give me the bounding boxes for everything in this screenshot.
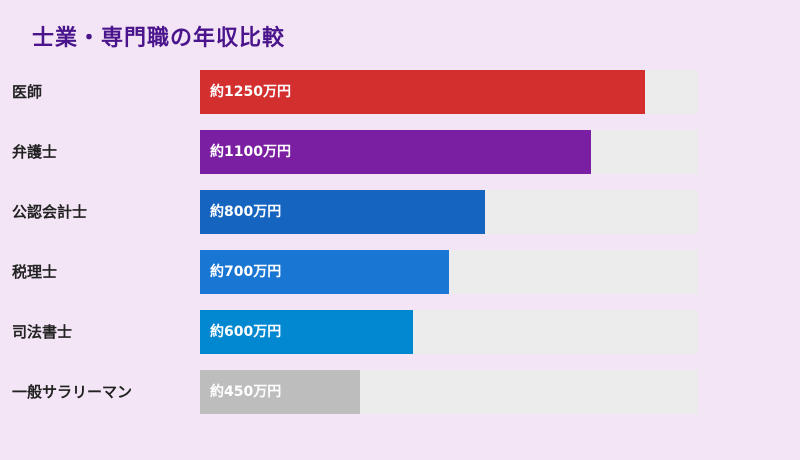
bar-row: 税理士 約700万円 [0, 250, 800, 294]
data-label: 約1250万円 [210, 84, 291, 100]
bar: 約800万円 [200, 190, 485, 234]
category-label: 公認会計士 [12, 203, 88, 221]
bar: 約700万円 [200, 250, 449, 294]
bar: 約450万円 [200, 370, 361, 414]
bar-track: 約800万円 [200, 190, 698, 234]
bar-row: 公認会計士 約800万円 [0, 190, 800, 234]
data-label: 約700万円 [210, 264, 282, 280]
data-label: 約800万円 [210, 204, 282, 220]
data-label: 約450万円 [210, 384, 282, 400]
data-label: 約600万円 [210, 324, 282, 340]
bar-row: 一般サラリーマン 約450万円 [0, 370, 800, 414]
category-label: 医師 [12, 83, 43, 101]
data-label: 約1100万円 [210, 144, 291, 160]
bar: 約600万円 [200, 310, 414, 354]
chart-title: 士業・専門職の年収比較 [32, 26, 286, 51]
category-label: 税理士 [12, 263, 58, 281]
category-label: 司法書士 [12, 323, 73, 341]
bar: 約1250万円 [200, 70, 645, 114]
bar-row: 医師 約1250万円 [0, 70, 800, 114]
bar-track: 約700万円 [200, 250, 698, 294]
bar-row: 弁護士 約1100万円 [0, 130, 800, 174]
bar-track: 約600万円 [200, 310, 698, 354]
category-label: 一般サラリーマン [12, 383, 133, 401]
bar-track: 約1250万円 [200, 70, 698, 114]
category-label: 弁護士 [12, 143, 58, 161]
bar: 約1100万円 [200, 130, 592, 174]
bar-track: 約1100万円 [200, 130, 698, 174]
bar-track: 約450万円 [200, 370, 698, 414]
bar-row: 司法書士 約600万円 [0, 310, 800, 354]
